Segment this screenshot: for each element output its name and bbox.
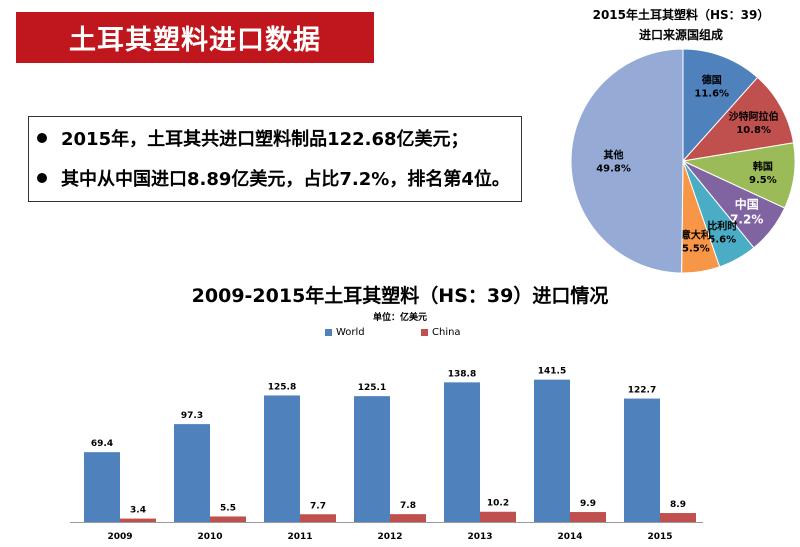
legend-item-china: China [421,327,461,338]
pie-slice-label: 韩国 [753,160,773,173]
legend-label-world: World [336,327,365,338]
bar-china [480,511,516,522]
pie-slice-label: 德国 [701,74,722,87]
summary-text: 2015年，土耳其共进口塑料制品122.68亿美元； [61,129,469,150]
pie-slice-value: 10.8% [736,125,771,136]
bar-data-label: 97.3 [181,411,203,421]
page-title-banner: 土耳其塑料进口数据 [16,12,374,63]
pie-slice-value: 49.8% [596,164,631,175]
pie-slice-label: 中国 [735,196,759,211]
bar-china [300,514,336,522]
pie-slice-value: 11.6% [694,89,729,100]
pie-slice [681,76,795,162]
bar-world [264,395,300,522]
bar-data-label: 125.1 [358,383,386,393]
legend-label-china: China [432,327,461,338]
pie-chart-subtitle: 进口来源国组成 [638,28,723,42]
legend-item-world: World [325,327,365,338]
bullet-dot-icon [37,133,47,143]
summary-bullet: 其中从中国进口8.89亿美元，占比7.2%，排名第4位。 [37,165,510,191]
bar-data-label: 138.8 [448,369,476,379]
bar-china [390,514,426,522]
pie-slice [682,48,759,163]
bar-chart: 69.4 3.4 2009 97.3 5.5 2010 125.8 7.7 2011 125.1 7… [70,367,703,542]
x-tick-label: 2009 [107,532,132,542]
bar-world [84,452,120,522]
bar-china [210,516,246,522]
summary-box: 2015年，土耳其共进口塑料制品122.68亿美元； 其中从中国进口8.89亿美… [28,116,522,202]
bar-data-label: 69.4 [91,439,113,449]
bar-data-label: 125.8 [268,382,296,392]
bar-data-label: 8.9 [670,500,686,510]
summary-text: 其中从中国进口8.89亿美元，占比7.2%，排名第4位。 [61,169,510,190]
x-tick-label: 2015 [647,532,672,542]
bar-world [354,396,390,522]
bar-data-label: 141.5 [538,367,566,377]
bar-china [120,518,156,522]
pie-slice-label: 沙特阿拉伯 [729,110,779,123]
legend-swatch-china [421,329,428,336]
bar-world [534,379,570,522]
summary-bullet: 2015年，土耳其共进口塑料制品122.68亿美元； [37,125,469,151]
page-title: 土耳其塑料进口数据 [69,25,321,56]
pie-slice-value: 5.5% [682,244,710,255]
x-tick-label: 2014 [557,532,582,542]
bar-world [444,382,480,522]
pie-slice-value: 7.2% [730,212,763,226]
bar-china [570,512,606,522]
x-tick-label: 2012 [377,532,402,542]
bar-world [624,398,660,522]
x-tick-label: 2011 [287,532,312,542]
pie-chart-title: 2015年土耳其塑料（HS：39） [592,8,770,22]
pie-slice-value: 9.5% [749,175,777,186]
bar-data-label: 5.5 [220,503,236,513]
bar-world [174,424,210,522]
bar-chart-title: 2009-2015年土耳其塑料（HS：39）进口情况 [191,285,609,307]
legend-swatch-world [325,329,332,336]
bar-data-label: 122.7 [628,386,656,396]
x-tick-label: 2010 [197,532,222,542]
bar-data-label: 9.9 [580,499,596,509]
pie-slice-value: 5.6% [708,234,736,245]
pie-slice [570,48,684,274]
bar-data-label: 7.7 [310,501,326,511]
bar-data-label: 10.2 [487,499,509,509]
x-tick-label: 2013 [467,532,492,542]
bar-china [660,513,696,522]
bullet-dot-icon [37,173,47,183]
unit-label: 单位：亿美元 [372,313,427,323]
pie-slice-label: 意大利 [681,229,711,242]
pie-chart: 德国 11.6%沙特阿拉伯 10.8% 韩国 9.5% 中国7.2%比利时 5.6%意大利 5… [570,48,796,274]
bar-data-label: 3.4 [130,506,146,516]
pie-slice-label: 其他 [604,149,624,162]
pie-slice-label: 比利时 [707,219,737,232]
bar-data-label: 7.8 [400,501,416,511]
